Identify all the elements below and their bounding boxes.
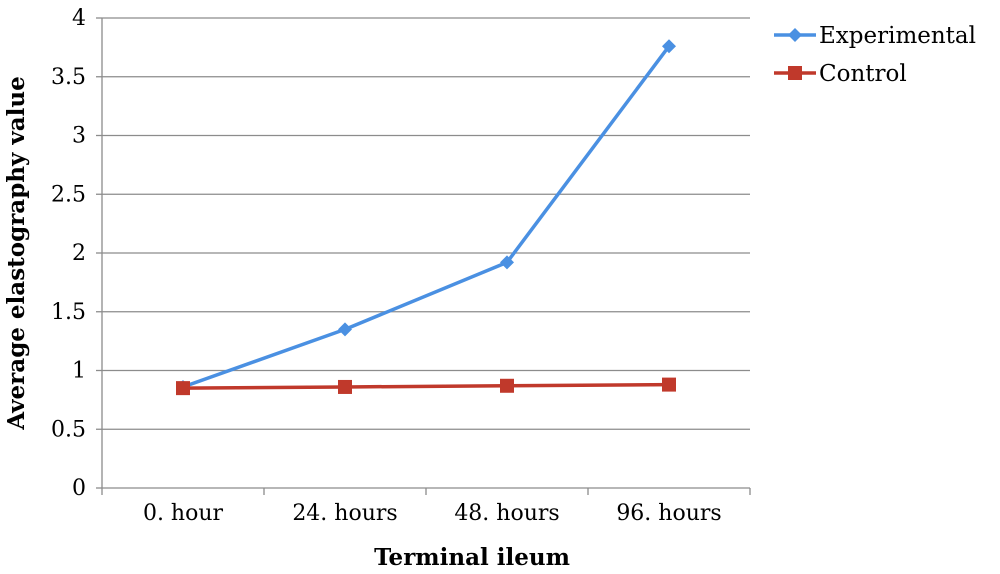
gridlines bbox=[102, 17, 750, 430]
y-tick-label: 1.5 bbox=[51, 300, 86, 325]
x-axis-title: Terminal ileum bbox=[374, 544, 570, 571]
x-tick-label: 0. hour bbox=[143, 501, 224, 526]
legend-marker bbox=[788, 66, 802, 80]
data-point bbox=[500, 255, 514, 270]
y-tick-label: 3 bbox=[72, 124, 86, 149]
x-tick-label: 48. hours bbox=[454, 501, 559, 526]
axes bbox=[96, 17, 751, 495]
y-tick-labels: 0 0.5 1 1.5 2 2.5 3 3.5 4 bbox=[51, 6, 86, 501]
series-group bbox=[176, 39, 676, 396]
legend: Experimental Control bbox=[774, 23, 976, 87]
y-tick-label: 3.5 bbox=[51, 65, 86, 90]
y-tick-label: 2 bbox=[72, 241, 86, 266]
y-tick-label: 1 bbox=[72, 359, 86, 384]
series-experimental bbox=[176, 39, 676, 394]
series-line bbox=[182, 45, 671, 389]
data-point bbox=[338, 379, 352, 394]
legend-label: Control bbox=[819, 61, 907, 87]
x-tick-labels: 0. hour 24. hours 48. hours 96. hours bbox=[143, 501, 722, 526]
y-tick-label: 4 bbox=[72, 6, 86, 31]
data-point bbox=[662, 39, 676, 54]
y-axis-title: Average elastography value bbox=[3, 76, 30, 430]
legend-label: Experimental bbox=[819, 23, 976, 49]
y-tick-label: 0 bbox=[72, 476, 86, 501]
data-point bbox=[176, 381, 190, 396]
data-point bbox=[662, 377, 676, 392]
legend-item: Control bbox=[774, 61, 907, 87]
y-tick-label: 0.5 bbox=[51, 417, 86, 442]
x-tick-label: 96. hours bbox=[616, 501, 721, 526]
y-tick-label: 2.5 bbox=[51, 182, 86, 207]
series-line bbox=[182, 382, 670, 390]
legend-marker bbox=[788, 28, 802, 42]
series-control bbox=[176, 377, 676, 396]
x-tick-label: 24. hours bbox=[292, 501, 397, 526]
data-point bbox=[500, 378, 514, 393]
legend-item: Experimental bbox=[774, 23, 976, 49]
data-point bbox=[338, 322, 352, 337]
